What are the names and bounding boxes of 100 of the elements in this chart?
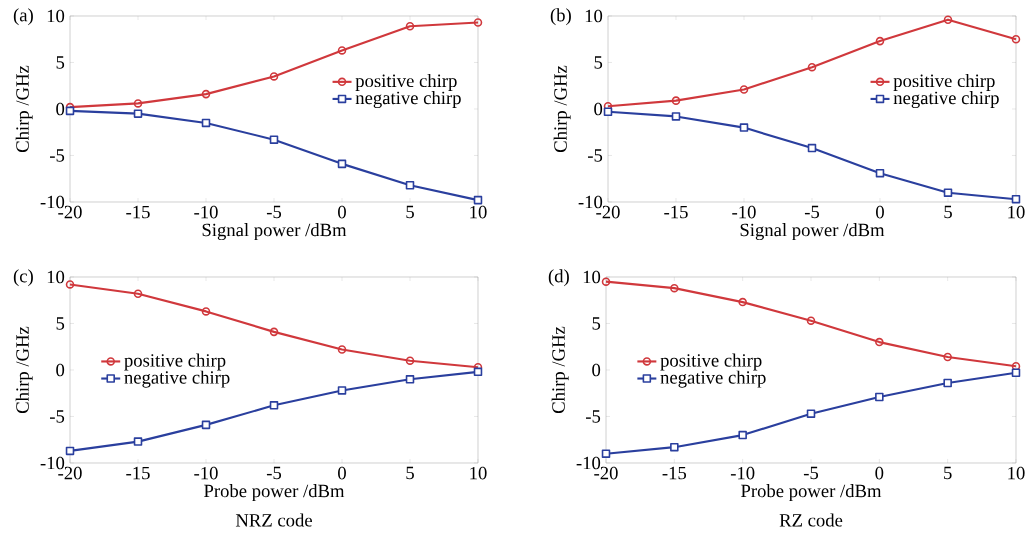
- x-tick-label: 5: [406, 205, 414, 219]
- point: [875, 337, 884, 347]
- x-tick-label: -5: [266, 466, 282, 480]
- x-tick-label: -5: [803, 466, 819, 480]
- point: [65, 106, 75, 116]
- point: [671, 112, 681, 121]
- x-axis-title: Signal power /dBm: [740, 223, 885, 241]
- point: [337, 345, 347, 354]
- x-tick-label: -15: [664, 205, 688, 219]
- y-tick-label: -5: [50, 410, 65, 423]
- text: NRZ code: [235, 513, 312, 527]
- x-tick-label: -10: [730, 466, 755, 480]
- y-tick-label: 5: [56, 56, 65, 69]
- x-tick-label: 0: [338, 205, 346, 219]
- chart-title: (c): [13, 269, 33, 287]
- y-tick-label: 10: [583, 270, 601, 284]
- point: [943, 188, 953, 197]
- point: [875, 392, 884, 402]
- point: [269, 135, 279, 144]
- point: [201, 307, 211, 316]
- point: [405, 375, 415, 384]
- legend-label: positive chirp: [660, 353, 762, 371]
- point: [405, 180, 415, 190]
- y-axis-title: Chirp /GHz: [15, 326, 33, 414]
- point: [943, 378, 952, 388]
- chart-title: (d): [548, 269, 569, 287]
- point: [337, 46, 347, 55]
- point: [473, 367, 483, 377]
- point: [670, 442, 679, 452]
- x-tick-label: -5: [266, 205, 282, 219]
- point: [738, 297, 747, 307]
- point: [943, 15, 953, 24]
- point: [201, 89, 211, 99]
- point: [738, 430, 747, 440]
- point: [1011, 368, 1021, 378]
- x-tick-label: -15: [662, 466, 687, 480]
- point: [337, 159, 347, 169]
- point: [65, 446, 75, 456]
- point: [739, 123, 749, 132]
- y-tick-label: 5: [594, 56, 603, 69]
- x-tick-label: -5: [804, 205, 820, 219]
- y-tick-label: -5: [50, 149, 65, 162]
- point: [473, 195, 483, 205]
- x-tick-label: 0: [875, 466, 884, 480]
- y-axis-title: Chirp /GHz: [551, 326, 569, 414]
- point: [806, 316, 816, 325]
- y-tick-label: 5: [592, 317, 601, 330]
- x-tick-label: 5: [944, 466, 952, 480]
- point: [133, 437, 143, 446]
- x-tick-label: 5: [406, 466, 414, 480]
- point: [133, 99, 143, 108]
- legend-label: positive chirp: [355, 73, 457, 91]
- x-axis-title: Signal power /dBm: [202, 223, 347, 241]
- y-tick-label: 10: [585, 9, 603, 23]
- y-axis-title: Chirp /GHz: [553, 65, 571, 153]
- legend-label: negative chirp: [355, 91, 461, 109]
- y-tick-label: 10: [47, 270, 65, 284]
- x-tick-label: -15: [126, 466, 150, 480]
- x-tick-label: -10: [194, 466, 218, 480]
- point: [133, 289, 143, 298]
- point: [875, 168, 885, 178]
- point: [201, 118, 211, 128]
- point: [601, 449, 611, 458]
- y-axis-title: Chirp /GHz: [15, 65, 33, 153]
- legend-label: negative chirp: [660, 370, 766, 388]
- x-tick-label: -10: [732, 205, 756, 219]
- point: [671, 96, 681, 105]
- point: [739, 85, 749, 94]
- point: [603, 107, 613, 117]
- point: [405, 356, 415, 365]
- x-tick-label: 10: [1008, 205, 1025, 219]
- legend-label: negative chirp: [893, 91, 999, 109]
- y-tick-label: -5: [587, 149, 603, 162]
- y-tick-label: 0: [56, 363, 65, 377]
- point: [1011, 194, 1021, 204]
- x-tick-label: -10: [194, 205, 218, 219]
- y-tick-label: -5: [585, 410, 601, 423]
- point: [269, 72, 279, 81]
- legend-label: negative chirp: [124, 370, 230, 388]
- y-tick-label: 0: [592, 363, 601, 377]
- point: [807, 143, 817, 153]
- x-tick-label: 10: [1008, 466, 1025, 480]
- point: [201, 420, 211, 430]
- x-tick-label: 10: [470, 205, 487, 219]
- x-axis-title: Probe power /dBm: [204, 484, 345, 502]
- point: [337, 386, 347, 395]
- point: [269, 401, 279, 410]
- text: RZ code: [779, 513, 843, 527]
- point: [807, 62, 817, 72]
- x-tick-label: 5: [944, 205, 952, 219]
- x-tick-label: 10: [470, 466, 487, 480]
- point: [943, 352, 952, 362]
- point: [670, 283, 679, 293]
- point: [405, 21, 415, 31]
- y-tick-label: 0: [56, 102, 65, 116]
- x-axis-title: Probe power /dBm: [741, 484, 882, 502]
- y-tick-label: 0: [594, 102, 603, 116]
- legend-label: positive chirp: [124, 353, 226, 371]
- point: [806, 409, 816, 418]
- y-tick-label: 5: [56, 317, 65, 330]
